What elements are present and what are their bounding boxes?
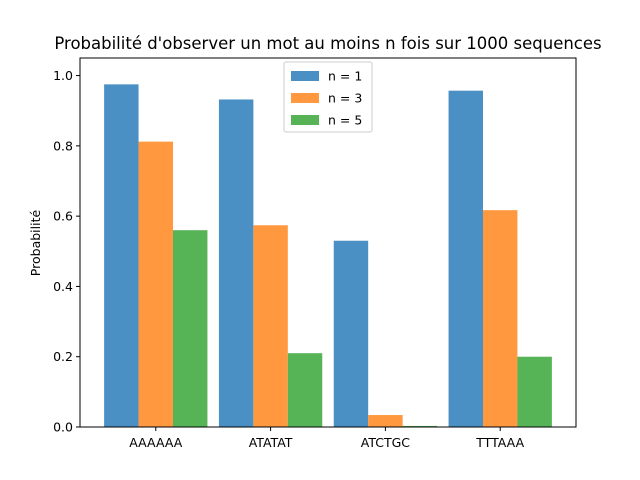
x-axis: AAAAAA ATATAT ATCTGC TTTAAA <box>129 427 525 450</box>
y-axis: 0.0 0.2 0.4 0.6 0.8 1.0 <box>53 68 80 435</box>
bar-atatat-series-2 <box>253 225 288 427</box>
x-tick-label: ATATAT <box>249 435 293 450</box>
y-tick-label: 0.0 <box>53 420 73 435</box>
legend-swatch-series-1 <box>291 71 319 81</box>
chart-title: Probabilité d'observer un mot au moins n… <box>54 34 601 53</box>
bar-tttaaa-series-3 <box>517 356 552 427</box>
bar-atctgc-series-1 <box>333 240 369 427</box>
y-tick-label: 1.0 <box>53 68 73 83</box>
legend-swatch-series-2 <box>291 93 319 103</box>
bar-aaaaaa-series-1 <box>104 84 139 428</box>
bar-aaaaaa-series-2 <box>138 141 173 427</box>
x-tick-label: AAAAAA <box>129 435 182 450</box>
legend-label-series-3: n = 5 <box>328 113 362 128</box>
legend: n = 1 n = 3 n = 5 <box>283 61 373 133</box>
x-tick-label: ATCTGC <box>361 435 411 450</box>
y-tick-label: 0.8 <box>53 138 73 153</box>
y-tick-label: 0.2 <box>53 349 73 364</box>
bar-atctgc-series-2 <box>368 415 403 427</box>
legend-swatch-series-3 <box>291 115 319 125</box>
bar-tttaaa-series-1 <box>448 90 483 428</box>
y-tick-label: 0.4 <box>53 279 73 294</box>
plot-frame <box>79 57 577 428</box>
legend-label-series-2: n = 3 <box>328 91 362 106</box>
bar-atatat-series-1 <box>218 99 254 427</box>
bar-atctgc-series-3 <box>402 425 438 427</box>
bar-atatat-series-3 <box>287 353 323 427</box>
bar-aaaaaa-series-3 <box>173 230 208 427</box>
y-tick-label: 0.6 <box>53 209 73 224</box>
bar-tttaaa-series-2 <box>483 210 518 427</box>
y-axis-label: Probabilité <box>28 210 43 277</box>
bars-layer <box>104 84 552 428</box>
x-tick-label: TTTAAA <box>475 435 524 450</box>
legend-label-series-1: n = 1 <box>328 69 362 84</box>
